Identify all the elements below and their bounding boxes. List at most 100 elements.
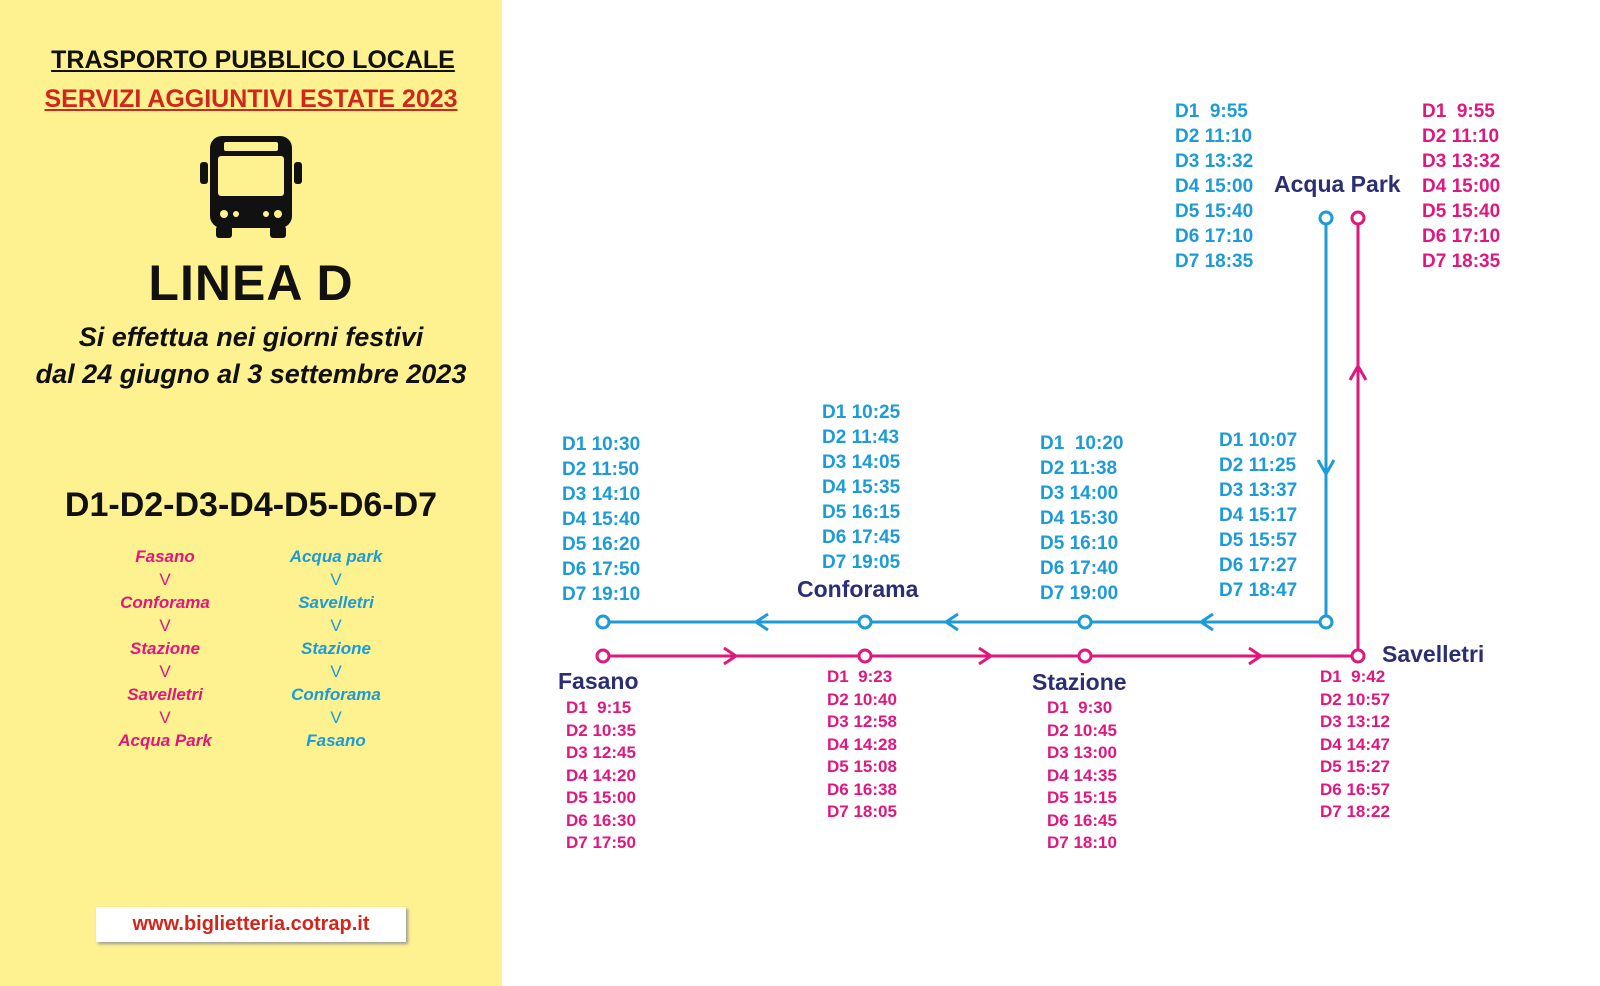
time-entry: D1 10:07 — [1219, 430, 1298, 451]
time-entry: D6 16:38 — [827, 779, 897, 799]
time-entry: D4 14:20 — [566, 765, 636, 785]
time-entry: D3 13:37 — [1219, 480, 1298, 501]
time-entry: D4 15:17 — [1219, 505, 1298, 526]
route-stop: Acqua park — [289, 547, 383, 566]
time-entry: D6 17:10 — [1422, 226, 1501, 247]
time-entry: D2 11:50 — [562, 459, 640, 480]
time-entry: D1 9:30 — [1047, 698, 1113, 717]
stop-marker — [595, 614, 611, 630]
route-stop: Acqua Park — [118, 731, 212, 750]
route-stop: Stazione — [130, 639, 200, 658]
times-outbound-stazione: D1 9:30 D2 10:45 D3 13:00 D4 14:35 D5 15:15 D… — [1047, 697, 1117, 855]
route-stop: Savelletri — [298, 593, 374, 612]
time-entry: D2 11:25 — [1219, 455, 1297, 476]
stop-label-savelletri: Savelletri — [1382, 641, 1485, 667]
time-entry: D6 17:50 — [562, 559, 641, 580]
route-stop: Stazione — [301, 639, 371, 658]
stop-label-stazione: Stazione — [1032, 669, 1127, 695]
times-outbound-acquapark: D1 9:55 D2 11:10 D3 13:32 D4 15:00 D5 15:40 D… — [1422, 99, 1500, 274]
route-stop: Savelletri — [127, 685, 203, 704]
times-return-fasano: D1 10:30 D2 11:50 D3 14:10 D4 15:40 D5 16:20… — [562, 432, 640, 607]
header-title: TRASPORTO PUBBLICO LOCALE — [51, 46, 455, 74]
time-entry: D2 10:45 — [1047, 720, 1117, 740]
arrow-down-icon — [1316, 459, 1336, 478]
time-entry: D2 11:10 — [1175, 126, 1253, 147]
time-entry: D5 16:15 — [822, 502, 901, 523]
time-entry: D3 12:58 — [827, 712, 897, 731]
time-entry: D6 16:57 — [1320, 779, 1390, 799]
time-entry: D2 10:35 — [566, 720, 636, 740]
header-subtitle: SERVIZI AGGIUNTIVI ESTATE 2023 — [44, 85, 458, 113]
time-entry: D6 17:27 — [1219, 555, 1298, 576]
time-entry: D3 14:10 — [562, 484, 641, 505]
route-arrow: V — [159, 662, 171, 681]
time-entry: D5 15:08 — [827, 757, 897, 776]
route-arrow: V — [330, 662, 342, 681]
time-entry: D3 13:12 — [1320, 712, 1390, 731]
route-stop: Fasano — [306, 731, 366, 750]
time-entry: D3 14:05 — [822, 452, 901, 473]
stop-marker — [1350, 210, 1366, 226]
time-entry: D1 10:30 — [562, 434, 641, 455]
arrow-up-icon — [1348, 362, 1368, 381]
route-arrow: V — [330, 570, 342, 589]
time-entry: D5 15:27 — [1320, 757, 1390, 776]
time-entry: D7 19:10 — [562, 584, 641, 605]
time-entry: D5 15:40 — [1422, 201, 1501, 222]
times-outbound-savelletri: D1 9:42 D2 10:57 D3 13:12 D4 14:47 D5 15:27 D… — [1320, 666, 1390, 824]
stop-marker — [595, 648, 611, 664]
time-entry: D1 9:42 — [1320, 667, 1386, 686]
time-entry: D3 13:32 — [1422, 151, 1501, 172]
stop-marker — [1077, 614, 1093, 630]
route-arrow: V — [330, 708, 342, 727]
time-entry: D1 9:55 — [1175, 101, 1248, 122]
arrow-right-icon — [1248, 646, 1264, 666]
time-entry: D7 18:47 — [1219, 580, 1298, 601]
time-entry: D7 18:35 — [1175, 251, 1254, 272]
service-note: Si effettua nei giorni festivi — [78, 322, 424, 352]
service-dates: dal 24 giugno al 3 settembre 2023 — [35, 359, 467, 389]
time-entry: D4 14:28 — [827, 734, 897, 754]
time-entry: D4 15:00 — [1422, 176, 1501, 197]
stop-marker — [1077, 648, 1093, 664]
time-entry: D5 16:20 — [562, 534, 641, 555]
stop-marker — [857, 648, 873, 664]
line-name: LINEA D — [148, 255, 354, 311]
times-return-stazione: D1 10:20 D2 11:38 D3 14:00 D4 15:30 D5 16:10… — [1040, 431, 1123, 606]
trip-codes: D1-D2-D3-D4-D5-D6-D7 — [64, 486, 438, 524]
arrow-right-icon — [978, 646, 994, 666]
time-entry: D2 11:43 — [822, 427, 900, 448]
time-entry: D2 11:38 — [1040, 458, 1118, 479]
time-entry: D7 19:00 — [1040, 583, 1119, 604]
times-outbound-fasano: D1 9:15 D2 10:35 D3 12:45 D4 14:20 D5 15:00 D… — [566, 697, 636, 855]
times-return-conforama: D1 10:25 D2 11:43 D3 14:05 D4 15:35 D5 16:15… — [822, 400, 900, 575]
time-entry: D4 15:30 — [1040, 508, 1119, 529]
stop-marker — [1350, 648, 1366, 664]
time-entry: D4 15:40 — [562, 509, 641, 530]
time-entry: D7 18:35 — [1422, 251, 1501, 272]
time-entry: D2 11:10 — [1422, 126, 1500, 147]
time-entry: D5 16:10 — [1040, 533, 1119, 554]
time-entry: D3 13:00 — [1047, 743, 1117, 762]
route-stop: Conforama — [120, 593, 210, 612]
times-outbound-conforama: D1 9:23 D2 10:40 D3 12:58 D4 14:28 D5 15:08 D… — [827, 666, 897, 824]
route-arrow: V — [159, 708, 171, 727]
website-link[interactable]: www.biglietteria.cotrap.it — [96, 907, 406, 942]
time-entry: D1 9:23 — [827, 667, 893, 686]
stop-label-acquapark: Acqua Park — [1274, 171, 1401, 197]
bus-icon — [200, 136, 302, 238]
arrow-right-icon — [723, 646, 739, 666]
time-entry: D7 18:05 — [827, 802, 897, 821]
time-entry: D1 10:20 — [1040, 433, 1124, 454]
time-entry: D7 18:22 — [1320, 802, 1390, 821]
arrow-left-icon — [943, 612, 959, 632]
time-entry: D1 9:55 — [1422, 101, 1495, 122]
route-arrow: V — [159, 570, 171, 589]
time-entry: D7 18:10 — [1047, 833, 1117, 852]
time-entry: D6 16:30 — [566, 810, 636, 830]
times-return-savelletri: D1 10:07 D2 11:25 D3 13:37 D4 15:17 D5 15:57… — [1219, 428, 1297, 603]
return-route: Acqua park V Savelletri V Stazione V Conforama… — [290, 545, 383, 752]
time-entry: D5 15:57 — [1219, 530, 1298, 551]
time-entry: D5 15:00 — [566, 788, 636, 807]
